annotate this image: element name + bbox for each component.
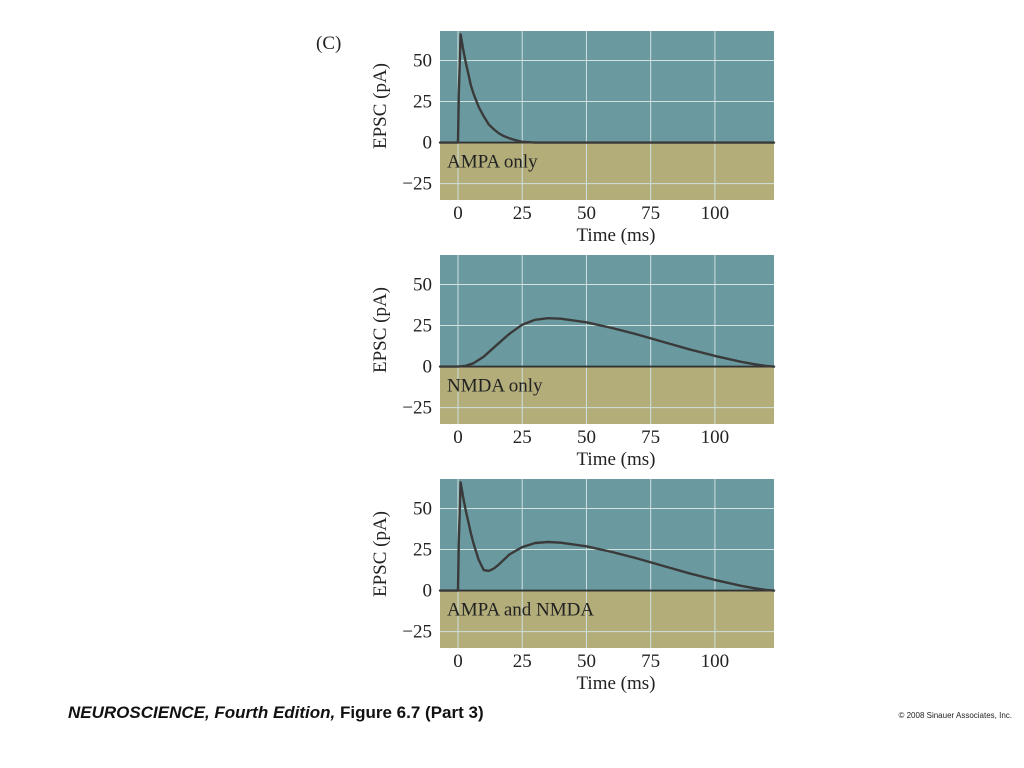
x-tick-label: 0 (453, 203, 463, 224)
y-tick-label: −25 (402, 622, 432, 643)
positive-region (440, 255, 774, 367)
x-tick-label: 50 (577, 427, 596, 448)
figure-reference: Figure 6.7 (Part 3) (340, 703, 484, 722)
y-tick-label: 25 (413, 316, 432, 337)
positive-region (440, 479, 774, 591)
x-tick-label: 100 (701, 651, 730, 672)
y-tick-label: −25 (402, 174, 432, 195)
chart-panel-2: NMDA only 50 25 0 −25 0 25 50 75 100 Time (ms) EPSC… (370, 255, 776, 470)
y-tick-label: 50 (413, 275, 432, 296)
trace-label: NMDA only (447, 376, 543, 397)
y-tick-label: 25 (413, 540, 432, 561)
negative-region (440, 366, 774, 424)
plots-group: AMPA only 50 25 0 −25 0 25 50 75 100 Time (ms) EPSC… (370, 31, 776, 694)
y-axis-label: EPSC (pA) (370, 63, 391, 149)
x-tick-label: 25 (513, 651, 532, 672)
chart-panel-1: AMPA only 50 25 0 −25 0 25 50 75 100 Time (ms) EPSC… (370, 31, 776, 246)
y-tick-label: 25 (413, 92, 432, 113)
x-tick-label: 75 (641, 651, 660, 672)
y-axis-label: EPSC (pA) (370, 287, 391, 373)
y-tick-label: 0 (423, 581, 433, 602)
epsc-curve (438, 33, 776, 144)
negative-region (440, 590, 774, 648)
epsc-curve (438, 317, 776, 368)
x-tick-label: 0 (453, 651, 463, 672)
x-axis-label: Time (ms) (576, 449, 655, 470)
negative-region (440, 142, 774, 200)
figure-caption: NEUROSCIENCE, Fourth Edition, Figure 6.7… (68, 703, 484, 723)
book-title: NEUROSCIENCE, Fourth Edition, (68, 703, 336, 722)
x-tick-label: 0 (453, 427, 463, 448)
x-tick-label: 75 (641, 203, 660, 224)
y-tick-label: −25 (402, 398, 432, 419)
copyright-notice: © 2008 Sinauer Associates, Inc. (898, 711, 1012, 720)
x-tick-label: 25 (513, 203, 532, 224)
trace-label: AMPA only (447, 152, 538, 173)
chart-panel-3: AMPA and NMDA 50 25 0 −25 0 25 50 75 100 Time (ms)… (370, 479, 776, 694)
positive-region (440, 31, 774, 143)
x-tick-label: 75 (641, 427, 660, 448)
panel-label: (C) (316, 33, 341, 54)
y-axis-label: EPSC (pA) (370, 511, 391, 597)
trace-label: AMPA and NMDA (447, 600, 594, 621)
x-axis-label: Time (ms) (576, 673, 655, 694)
x-axis-label: Time (ms) (576, 225, 655, 246)
y-tick-label: 0 (423, 133, 433, 154)
x-tick-label: 100 (701, 203, 730, 224)
y-tick-label: 0 (423, 357, 433, 378)
y-tick-label: 50 (413, 51, 432, 72)
x-tick-label: 25 (513, 427, 532, 448)
x-tick-label: 50 (577, 651, 596, 672)
x-tick-label: 50 (577, 203, 596, 224)
epsc-curve (438, 481, 776, 592)
x-tick-label: 100 (701, 427, 730, 448)
y-tick-label: 50 (413, 499, 432, 520)
